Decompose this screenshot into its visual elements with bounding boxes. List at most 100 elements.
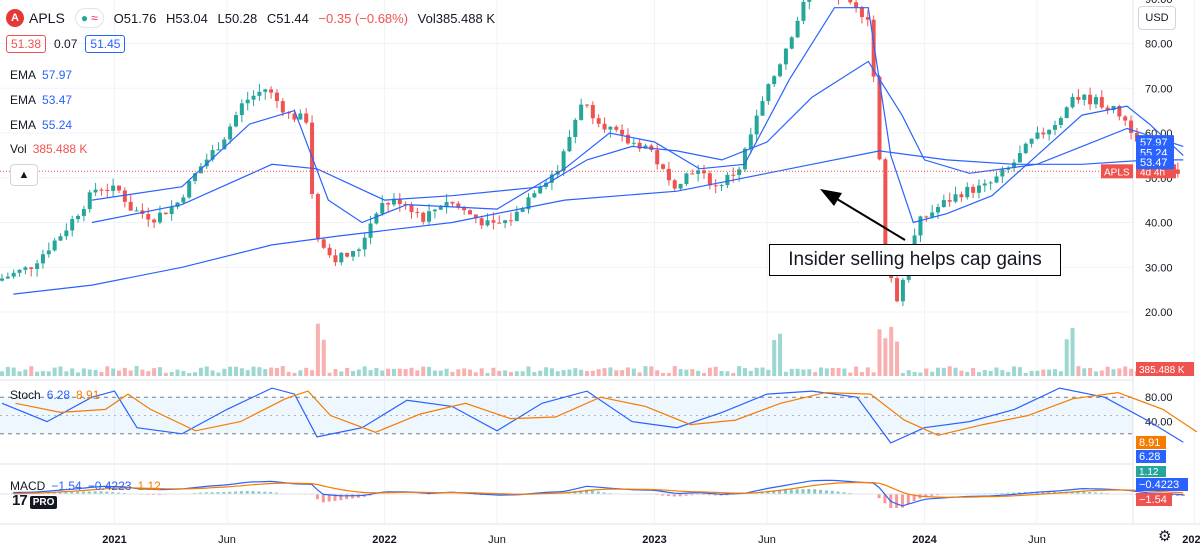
- volume-bar: [1093, 371, 1098, 376]
- candle-body: [936, 207, 940, 213]
- macd-histogram-bar: [842, 492, 846, 494]
- macd-histogram-bar: [813, 489, 817, 494]
- ema1-legend[interactable]: EMA 57.97: [10, 68, 72, 82]
- volume-bar: [824, 368, 829, 376]
- market-status-pill[interactable]: ● ≈: [74, 8, 104, 28]
- macd-histogram-bar: [579, 490, 583, 494]
- candle-body: [971, 186, 976, 193]
- open-value: O51.76: [113, 10, 157, 26]
- candle-body: [497, 222, 502, 224]
- candle-body: [35, 263, 40, 270]
- volume-bar: [579, 369, 584, 376]
- tradingview-logo[interactable]: 17 PRO: [12, 492, 72, 510]
- close-value: C51.44: [266, 10, 309, 26]
- macd-histogram-bar: [778, 490, 782, 494]
- gear-icon[interactable]: ⚙: [1158, 528, 1172, 545]
- candle-body: [239, 103, 244, 116]
- volume-bar: [298, 370, 303, 376]
- currency-selector[interactable]: USD: [1138, 6, 1176, 30]
- stoch-legend[interactable]: Stoch 6.28 8.91: [10, 388, 99, 402]
- candle-body: [117, 185, 121, 191]
- stoch-k-value: 6.28: [46, 388, 71, 402]
- macd-histogram-bar: [1012, 492, 1016, 494]
- candle-body: [321, 239, 326, 248]
- volume-bar: [76, 372, 81, 376]
- candle-body: [573, 119, 578, 137]
- volume-bar: [549, 368, 554, 376]
- macd-histogram-bar: [1181, 494, 1185, 497]
- volume-bar: [1076, 366, 1081, 376]
- volume-bar: [754, 367, 759, 376]
- volume-bar: [228, 366, 233, 376]
- candle-body: [251, 95, 256, 100]
- candle-body: [1111, 105, 1116, 111]
- candle-body: [988, 182, 993, 184]
- buy-price-button[interactable]: 51.45: [85, 35, 126, 53]
- volume-bar: [274, 367, 279, 376]
- macd-histogram-bar: [216, 492, 220, 494]
- ema2-legend[interactable]: EMA 53.47: [10, 93, 72, 107]
- candle-body: [994, 176, 999, 183]
- macd-histogram-bar: [707, 494, 711, 496]
- collapse-legend-button[interactable]: ▲: [10, 164, 38, 186]
- candle-body: [1117, 105, 1122, 117]
- macd-histogram-bar: [315, 494, 319, 500]
- macd-histogram-bar: [251, 491, 255, 494]
- candle-body: [228, 126, 233, 140]
- candle-body: [64, 230, 69, 237]
- candle-body: [134, 210, 139, 212]
- sell-price-button[interactable]: 51.38: [6, 35, 47, 53]
- macd-legend[interactable]: MACD −1.54 −0.4223 1.12: [10, 479, 161, 493]
- candle-body: [1017, 153, 1022, 163]
- volume-bar: [397, 368, 402, 376]
- volume-bar: [175, 369, 180, 376]
- volume-bar: [1099, 370, 1104, 376]
- volume-bar: [871, 372, 876, 376]
- candle-body: [561, 151, 566, 171]
- volume-bar: [99, 372, 104, 376]
- volume-bar: [702, 372, 706, 376]
- candle-body: [707, 173, 712, 186]
- macd-histogram-bar: [81, 491, 85, 494]
- volume-bar: [46, 371, 51, 376]
- macd-histogram-bar: [713, 494, 717, 496]
- logo-mark: 17: [12, 492, 28, 509]
- macd-histogram-bar: [836, 491, 840, 494]
- macd-histogram-bar: [52, 492, 56, 494]
- volume-bar: [117, 370, 121, 376]
- candle-body: [468, 210, 472, 215]
- stoch-level-label: 80.00: [1145, 392, 1173, 404]
- candle-body: [105, 189, 110, 191]
- volume-bar: [497, 370, 502, 376]
- candle-body: [678, 183, 683, 189]
- candle-body: [274, 92, 279, 102]
- symbol-name[interactable]: APLS: [29, 10, 65, 26]
- candle-body: [602, 123, 607, 130]
- candle-body: [193, 173, 198, 181]
- candle-body: [257, 91, 262, 96]
- volume-bar: [421, 366, 426, 376]
- candle-body: [216, 149, 221, 151]
- volume-bar: [17, 371, 22, 376]
- volume-bar: [234, 366, 238, 376]
- annotation-arrow-head: [820, 189, 842, 206]
- candle-body: [789, 37, 794, 49]
- candle-body: [421, 212, 426, 222]
- candle-body: [479, 218, 484, 226]
- candle-body: [760, 101, 765, 116]
- candle-body: [111, 185, 116, 191]
- candle-body: [1129, 120, 1134, 133]
- volume-bar: [87, 369, 92, 376]
- candle-body: [181, 197, 186, 203]
- candle-body: [345, 252, 350, 257]
- volume-bar: [187, 372, 192, 376]
- vol-legend-value: 385.488 K: [32, 142, 88, 156]
- volume-bar: [696, 370, 701, 376]
- volume-legend[interactable]: Vol 385.488 K: [10, 142, 87, 156]
- candle-body: [725, 174, 730, 186]
- candle-body: [438, 206, 443, 210]
- ema3-legend[interactable]: EMA 55.24: [10, 118, 72, 132]
- candle-body: [877, 76, 882, 160]
- time-tick-label: 2025: [1182, 534, 1200, 546]
